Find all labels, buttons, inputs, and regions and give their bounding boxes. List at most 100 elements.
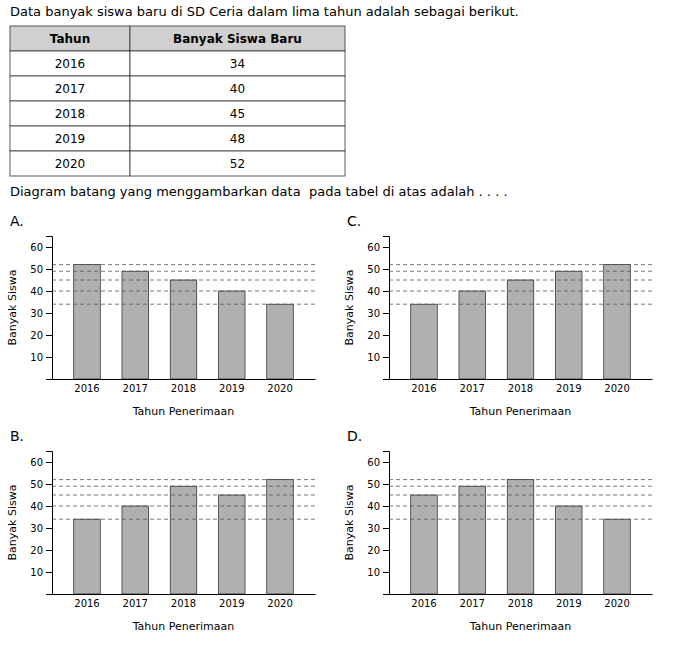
table-cell	[10, 51, 130, 76]
tick: 2018	[171, 383, 196, 394]
tick-mark	[383, 484, 389, 485]
tick: 2017	[123, 598, 148, 609]
tick-label: 60	[30, 457, 43, 468]
tick-label: 2019	[219, 383, 244, 394]
x-axis: 20162017201820192020	[390, 595, 653, 610]
table-text: 2017	[55, 82, 86, 96]
bar	[411, 304, 438, 379]
title: Data banyak siswa baru di SD Ceria dalam…	[10, 4, 519, 19]
table-text: 2018	[55, 107, 86, 121]
tick-mark	[46, 506, 52, 507]
table-cell	[130, 101, 345, 126]
reference-line	[389, 280, 652, 281]
tick-mark	[383, 528, 389, 529]
reference-line	[389, 304, 652, 305]
reference-line	[52, 304, 315, 305]
tick: 10	[30, 567, 52, 578]
table-text: 45	[230, 107, 245, 121]
tick-label: 2016	[74, 598, 99, 609]
reference-line	[389, 495, 652, 496]
bar-chart: 10203040506020162017201820192020Tahun Pe…	[6, 452, 316, 634]
y-axis: 102030405060	[30, 237, 52, 380]
y-axis-title: Banyak Siswa	[343, 485, 356, 561]
table-text: 2016	[55, 57, 86, 71]
tick-label: 60	[367, 457, 380, 468]
tick-label: 20	[367, 545, 380, 556]
y-axis-title: Banyak Siswa	[6, 485, 19, 561]
tick-mark	[46, 335, 52, 336]
tick-label: 10	[30, 352, 43, 363]
axis-line	[383, 237, 390, 380]
table-text: 34	[230, 57, 245, 71]
bar	[267, 480, 294, 594]
plot-area	[389, 480, 652, 594]
axis-line	[46, 452, 53, 595]
tick: 20	[367, 545, 389, 556]
figure: Data banyak siswa baru di SD Ceria dalam…	[0, 0, 674, 647]
bar-chart: 10203040506020162017201820192020Tahun Pe…	[343, 237, 653, 419]
tick-mark	[46, 528, 52, 529]
bar	[267, 304, 294, 379]
tick: 2020	[604, 598, 629, 609]
axis-line	[53, 594, 316, 595]
tick-label: 2020	[604, 383, 629, 394]
tick-label: 2019	[219, 598, 244, 609]
y-axis-title: Banyak Siswa	[343, 270, 356, 346]
reference-line	[389, 291, 652, 292]
tick-label: 40	[367, 501, 380, 512]
tick-mark	[383, 335, 389, 336]
tick-mark	[383, 462, 389, 463]
y-axis-title: Banyak Siswa	[6, 270, 19, 346]
tick-mark	[46, 313, 52, 314]
bar	[74, 519, 101, 594]
table-text: 40	[230, 82, 245, 96]
tick-label: 2020	[267, 383, 292, 394]
tick: 20	[30, 330, 52, 341]
reference-line	[389, 519, 652, 520]
table-cell	[130, 126, 345, 151]
tick-label: 50	[30, 264, 43, 275]
plot-area	[52, 265, 315, 379]
tick-label: 30	[367, 308, 380, 319]
tick-label: 2017	[123, 598, 148, 609]
tick-mark	[46, 291, 52, 292]
x-axis-title: Tahun Penerimaan	[132, 405, 235, 418]
bar	[170, 486, 197, 594]
tick-label: 10	[367, 567, 380, 578]
tick-mark	[383, 357, 389, 358]
bar	[507, 280, 534, 379]
tick-label: 10	[30, 567, 43, 578]
table-cell	[130, 76, 345, 101]
bar-chart: 10203040506020162017201820192020Tahun Pe…	[343, 452, 653, 634]
tick: 30	[30, 308, 52, 319]
axis-line	[46, 237, 53, 380]
table-cell	[130, 51, 345, 76]
tick: 60	[30, 457, 52, 468]
reference-line	[52, 486, 315, 487]
x-axis: 20162017201820192020	[53, 380, 316, 395]
bar	[604, 519, 631, 594]
reference-line	[52, 291, 315, 292]
tick: 30	[367, 308, 389, 319]
chart-label: B.	[10, 428, 24, 444]
tick: 2018	[508, 598, 533, 609]
tick: 50	[30, 264, 52, 275]
tick: 2017	[123, 383, 148, 394]
tick-label: 50	[30, 479, 43, 490]
table-cell	[10, 151, 130, 176]
tick: 30	[367, 523, 389, 534]
tick: 2017	[460, 598, 485, 609]
tick-label: 50	[367, 479, 380, 490]
tick-mark	[383, 291, 389, 292]
tick-label: 2017	[460, 383, 485, 394]
table-text: 48	[230, 132, 245, 146]
reference-line	[389, 271, 652, 272]
axis-line	[390, 379, 653, 380]
y-axis: 10 20 30 40 50 60	[367, 452, 389, 595]
axis-line	[383, 452, 390, 595]
bar	[411, 495, 438, 594]
tick: 10	[367, 352, 389, 363]
tick: 2016	[411, 598, 436, 609]
tick-mark	[46, 484, 52, 485]
tick: 60	[30, 242, 52, 253]
